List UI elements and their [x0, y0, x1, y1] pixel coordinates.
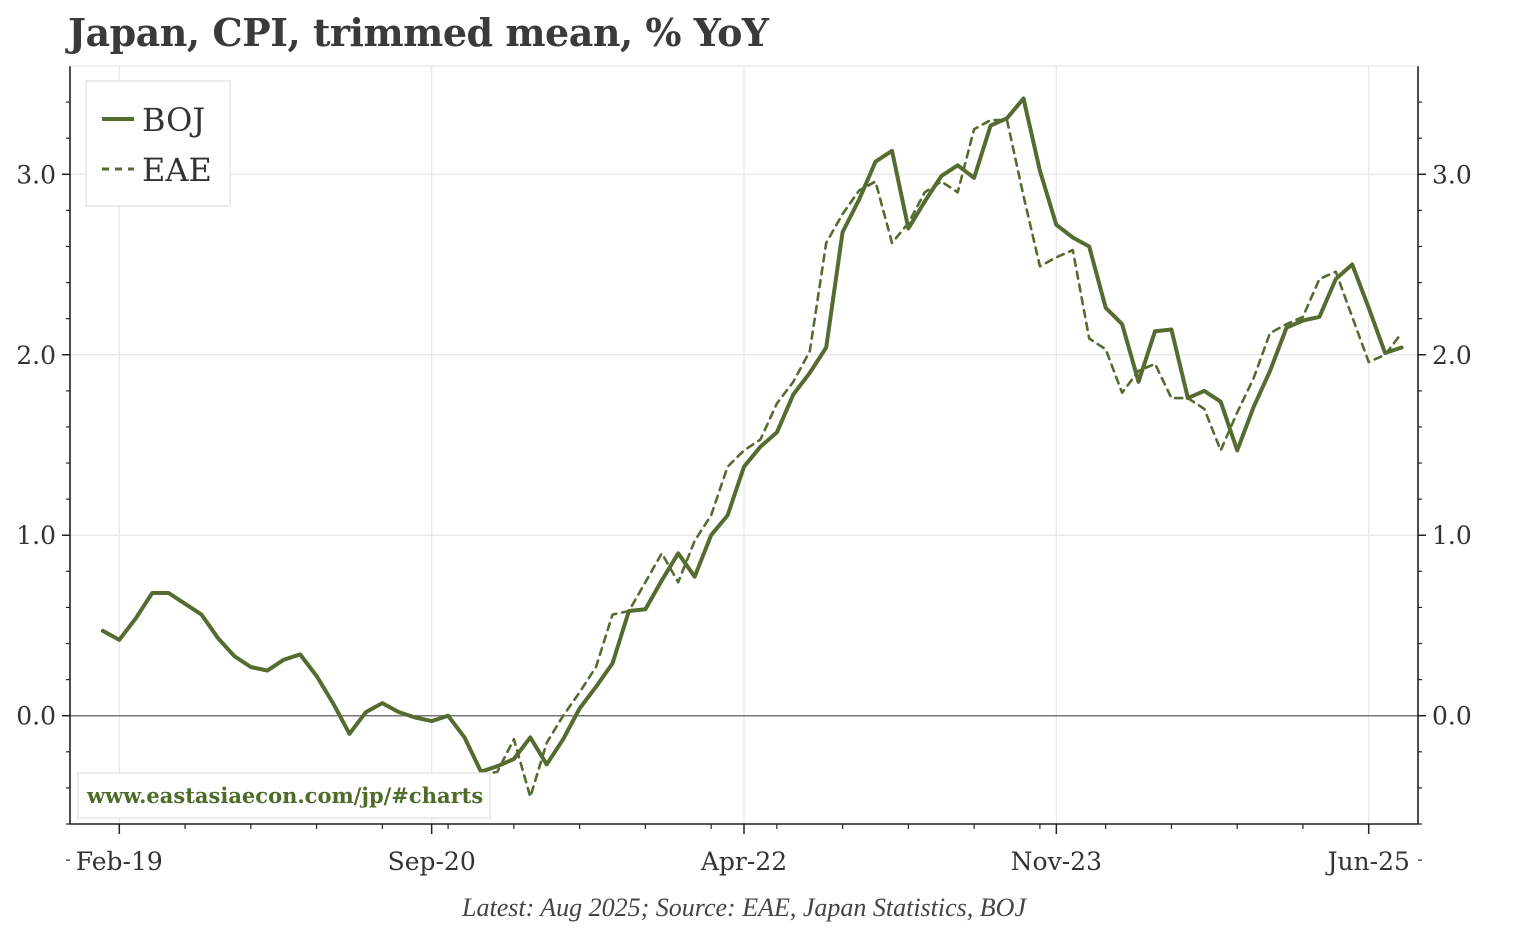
y-tick-label-right: 0.0 [1432, 702, 1472, 731]
x-tick-label: Sep-20 [388, 847, 476, 876]
y-tick-label-left: 3.0 [16, 160, 56, 189]
y-tick-label-right: 3.0 [1432, 160, 1472, 189]
gridlines [70, 66, 1418, 824]
legend-label-eae: EAE [142, 151, 212, 189]
series-line-eae [479, 118, 1403, 799]
y-tick-label-right: 1.0 [1432, 521, 1472, 550]
legend-label-boj: BOJ [142, 101, 205, 139]
series-lines [100, 96, 1404, 799]
source-note: Latest: Aug 2025; Source: EAE, Japan Sta… [462, 893, 1026, 922]
y-tick-label-left: 2.0 [16, 341, 56, 370]
y-tick-label-left: 1.0 [16, 521, 56, 550]
watermark: www.eastasiaecon.com/jp/#charts [77, 772, 491, 819]
x-tick-label: Feb-19 [76, 847, 163, 876]
y-tick-label-left: 0.0 [16, 702, 56, 731]
x-tick-label: Apr-22 [700, 847, 787, 876]
x-tick-label: Nov-23 [1011, 847, 1102, 876]
y-tick-label-right: 2.0 [1432, 341, 1472, 370]
watermark-link[interactable]: www.eastasiaecon.com/jp/#charts [86, 783, 483, 808]
series-line-boj [100, 96, 1404, 774]
x-tick-label: Jun-25 [1324, 847, 1409, 876]
legend-box [85, 80, 231, 207]
axis-ticks: Feb-19 Sep-20 Apr-22 Nov-23 Jun-25 0.0 0.0 1.0 1… [16, 101, 1472, 876]
legend: BOJ EAE [85, 80, 231, 207]
watermark-box [77, 772, 491, 819]
chart-title: Japan, CPI, trimmed mean, % YoY [68, 10, 769, 55]
